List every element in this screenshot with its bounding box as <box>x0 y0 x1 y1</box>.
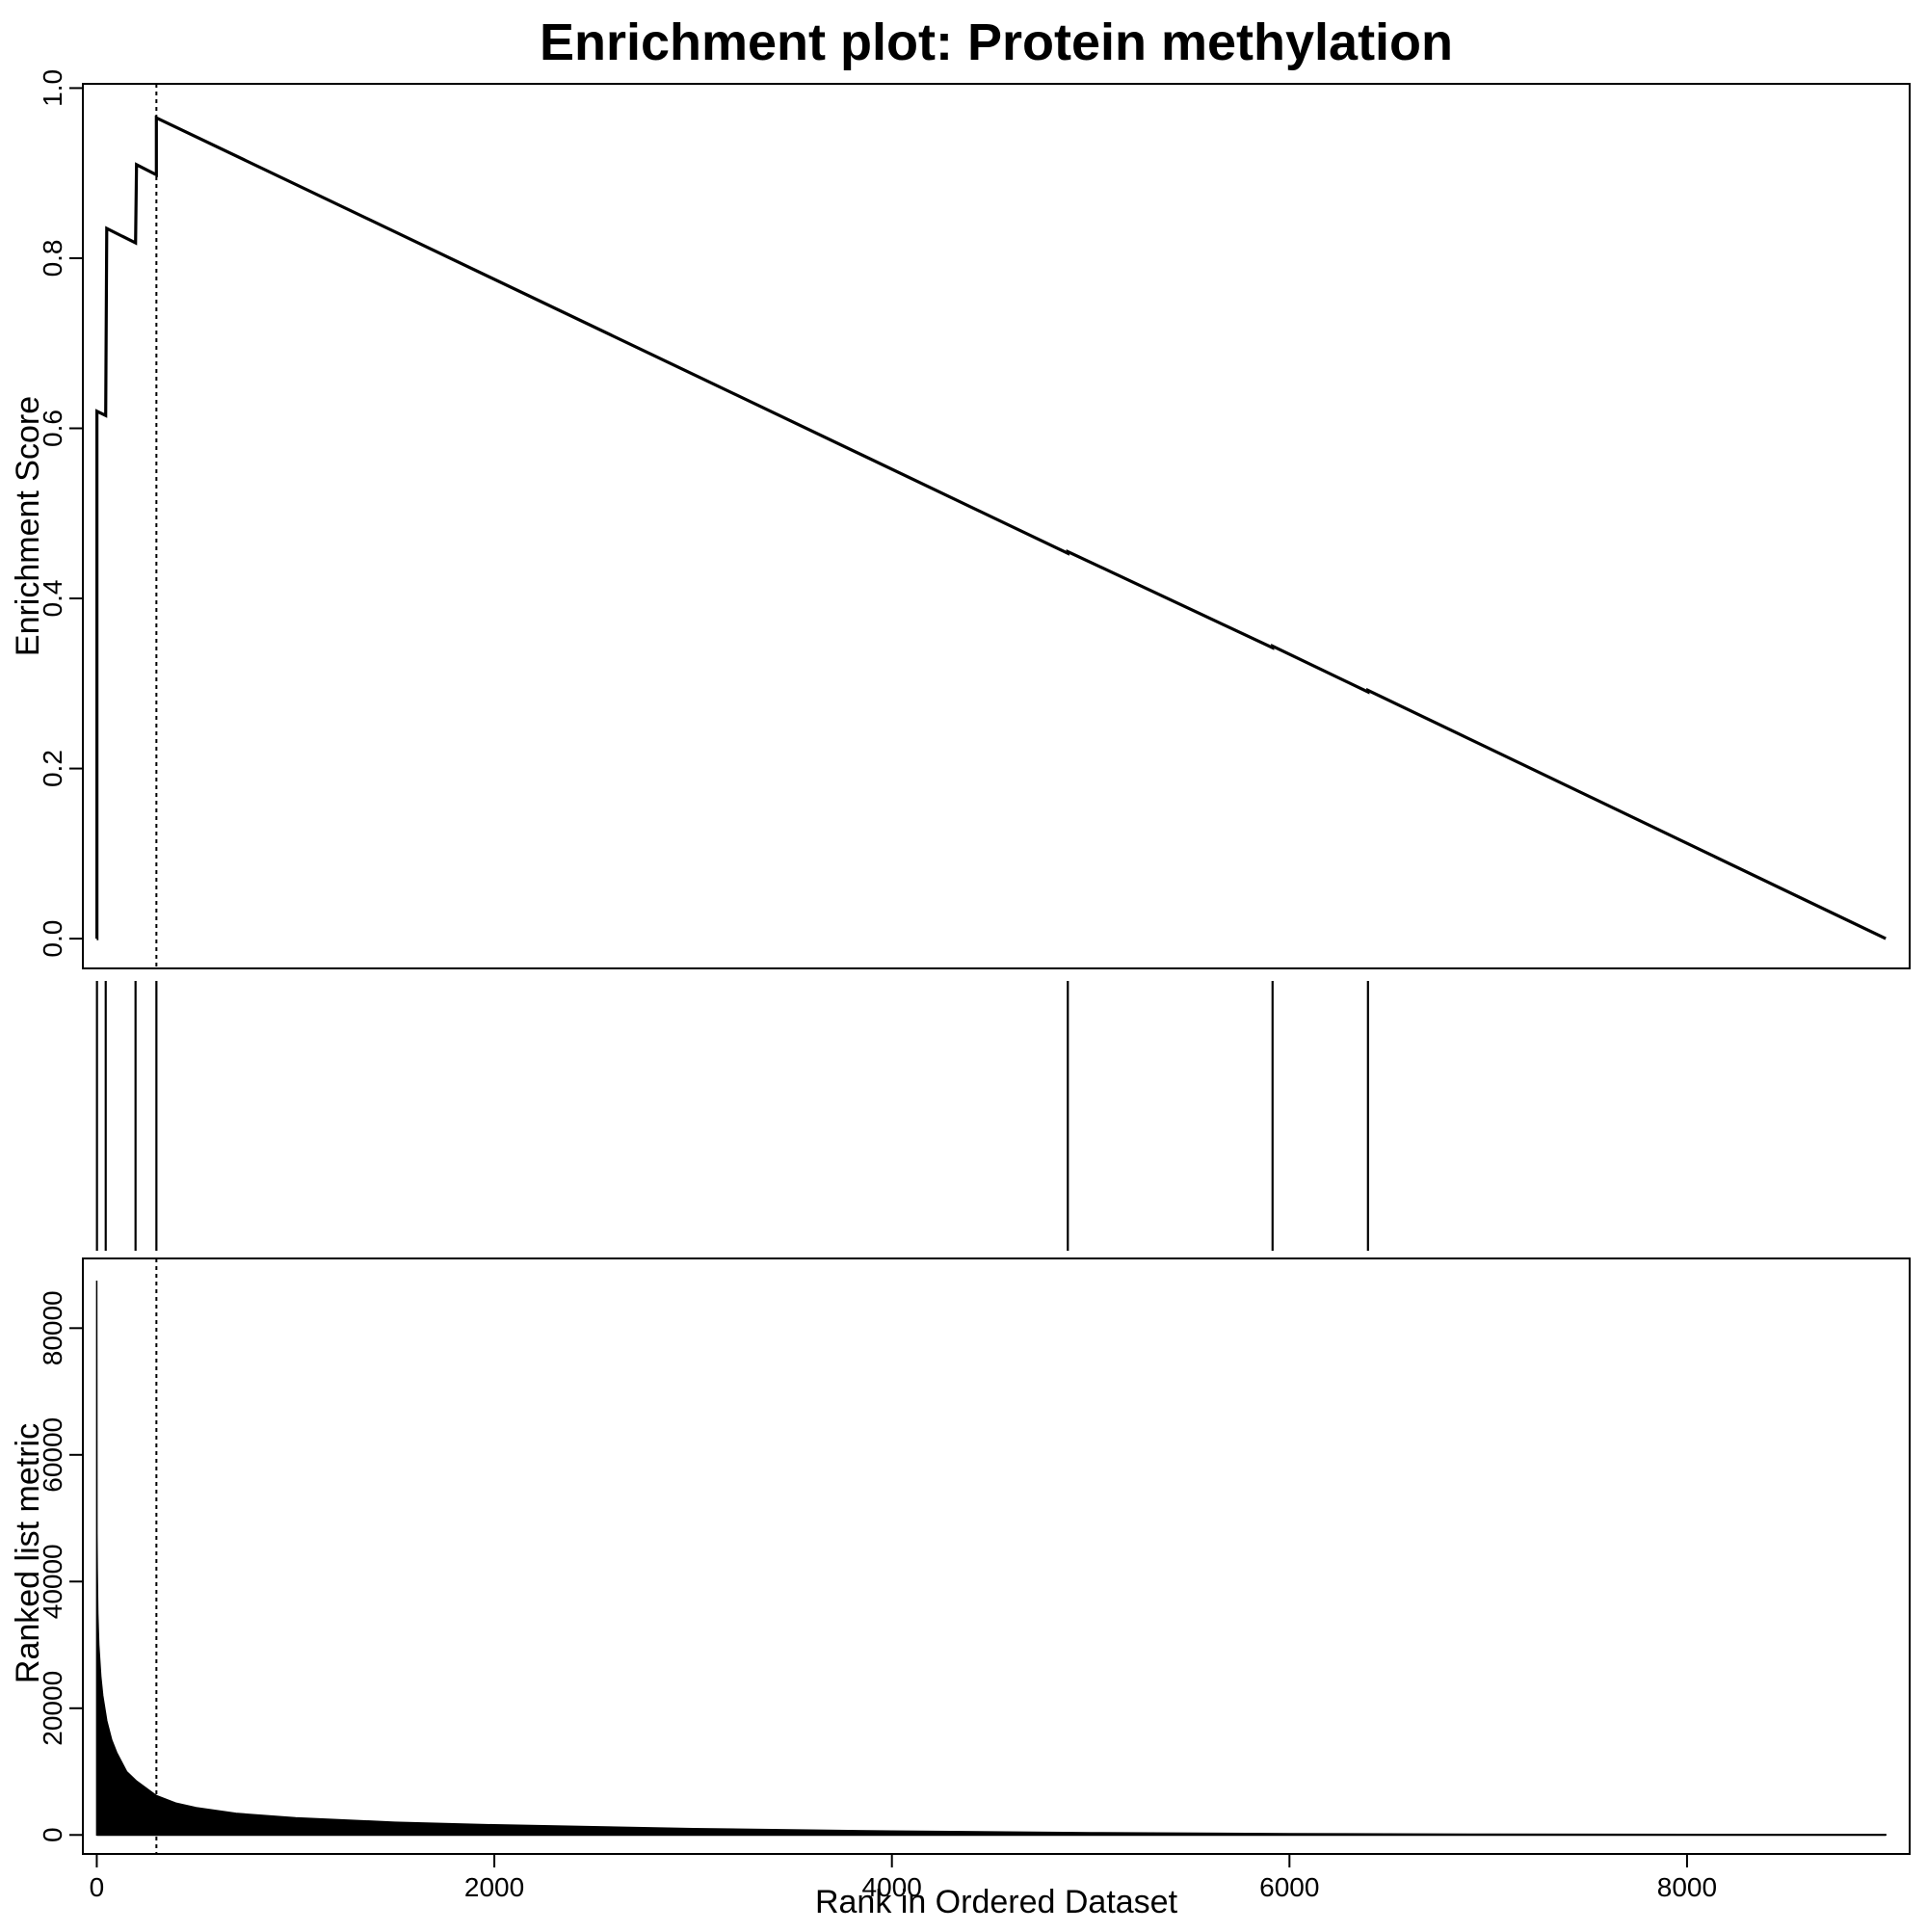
x-axis-label: Rank in Ordered Dataset <box>815 1884 1178 1920</box>
x-tick-label: 8000 <box>1657 1872 1717 1902</box>
ranked-metric-panel: Ranked list metric 020000400006000080000… <box>10 1257 1911 1920</box>
es-y-tick-label: 0.8 <box>38 239 67 277</box>
metric-y-tick-label: 0 <box>38 1827 67 1842</box>
es-y-tick-label: 0.0 <box>38 920 67 958</box>
es-panel-frame <box>82 83 1911 969</box>
es-plot-area <box>94 84 1887 968</box>
metric-y-axis-label: Ranked list metric <box>10 1423 46 1683</box>
es-curve <box>94 115 1887 940</box>
es-y-tick-label: 1.0 <box>38 69 67 107</box>
x-tick-label: 2000 <box>464 1872 524 1902</box>
metric-y-tick-label: 20000 <box>38 1671 67 1746</box>
x-tick-label: 6000 <box>1259 1872 1319 1902</box>
metric-y-tick-label: 40000 <box>38 1544 67 1619</box>
metric-area <box>95 1280 1887 1837</box>
es-y-tick-label: 0.6 <box>38 410 67 447</box>
chart-title: Enrichment plot: Protein methylation <box>540 13 1453 71</box>
x-axis: 0 2000 4000 6000 8000 <box>90 1854 1717 1902</box>
metric-plot-area <box>95 1258 1887 1854</box>
es-y-tick-label: 0.2 <box>38 750 67 787</box>
hits-panel <box>95 981 1369 1251</box>
x-tick-label: 4000 <box>862 1872 922 1902</box>
es-y-tick-label: 0.4 <box>38 580 67 618</box>
metric-y-tick-label: 80000 <box>38 1290 67 1365</box>
metric-y-axis: 0 20000 40000 60000 80000 <box>38 1290 83 1842</box>
es-y-axis: 0.0 0.2 0.4 0.6 0.8 1.0 <box>38 69 83 958</box>
enrichment-score-panel: Enrichment Score 0.0 0.2 0.4 0.6 0.8 1.0 <box>10 69 1911 969</box>
metric-y-tick-label: 60000 <box>38 1417 67 1493</box>
es-y-axis-label: Enrichment Score <box>10 396 46 656</box>
metric-panel-frame <box>82 1257 1911 1855</box>
x-tick-label: 0 <box>90 1872 105 1902</box>
